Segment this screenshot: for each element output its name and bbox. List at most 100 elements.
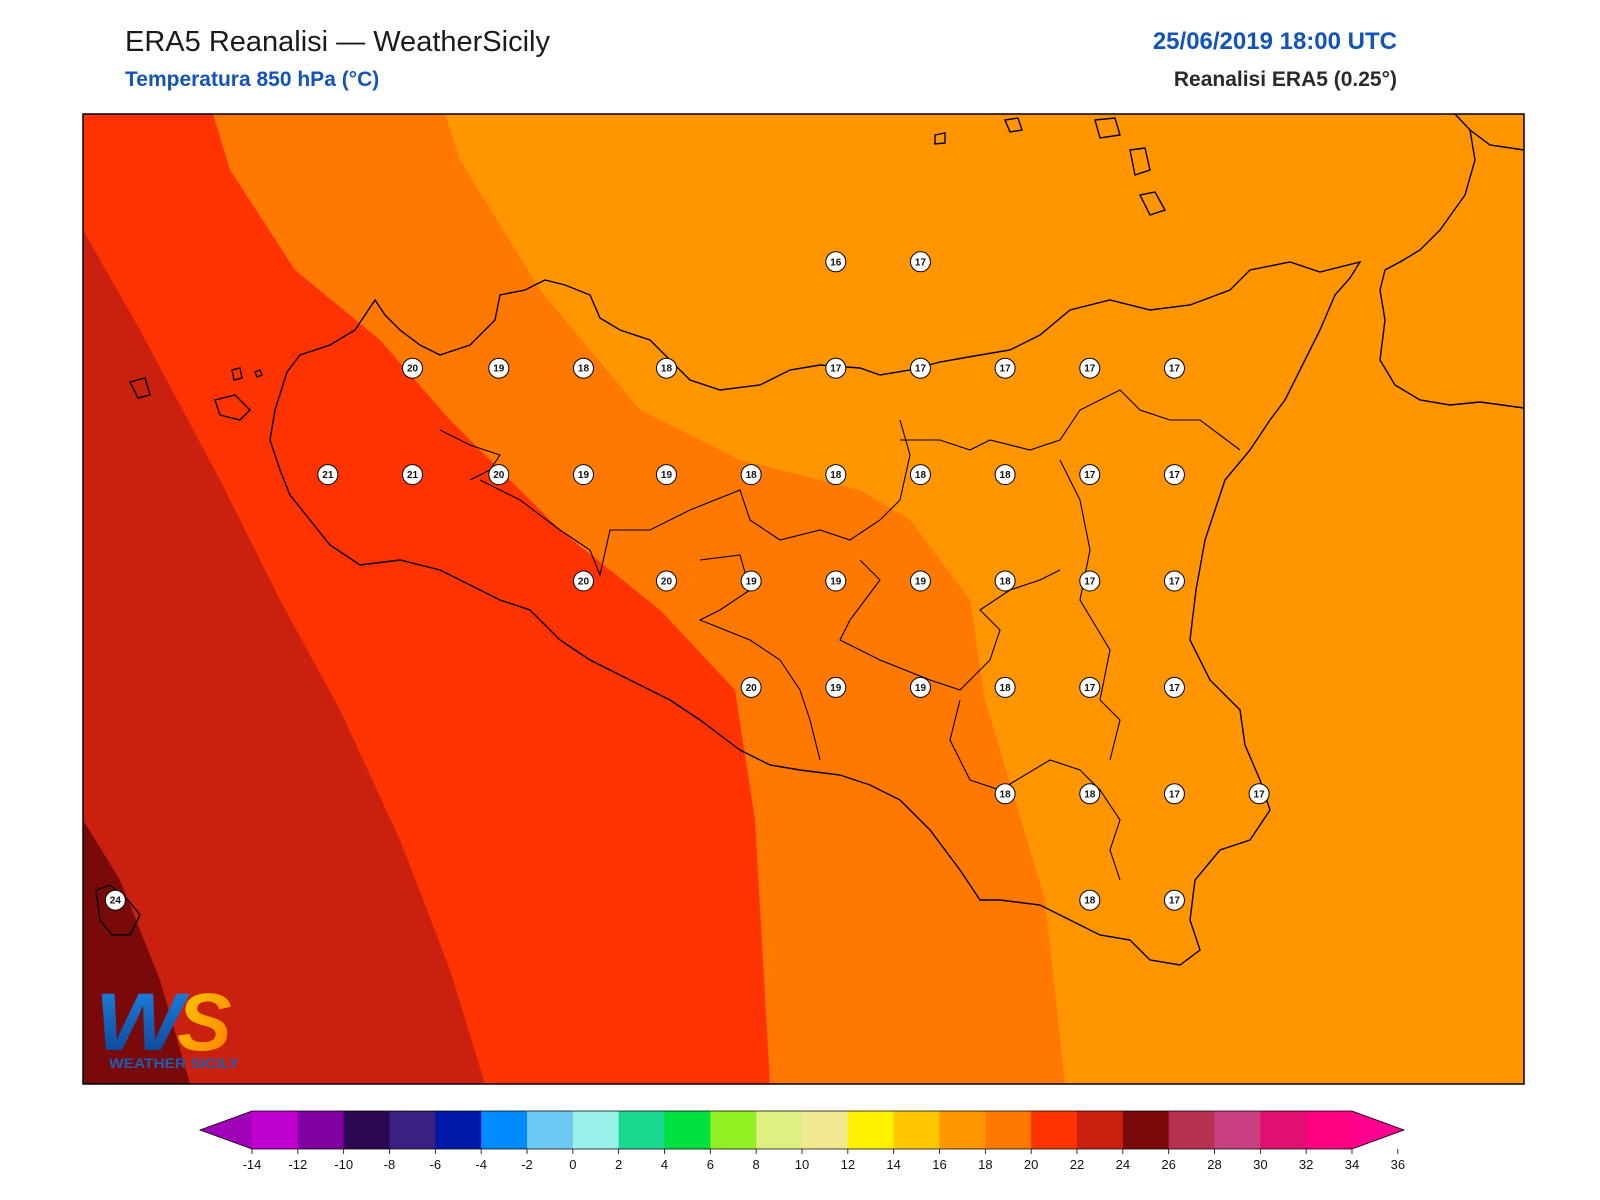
- logo-mark-w: W: [95, 977, 190, 1068]
- station-circle: [1079, 570, 1101, 592]
- station-marker: 17: [825, 357, 847, 379]
- map-frame: [82, 113, 1525, 1085]
- colorbar-tick-label: -10: [334, 1157, 353, 1172]
- colorbar-cell: [572, 1111, 620, 1149]
- egadi-islands: [128, 367, 251, 421]
- station-circle: [994, 783, 1016, 805]
- station-marker: 20: [402, 357, 423, 379]
- station-marker: 21: [317, 464, 339, 486]
- colorbar-tick-label: 22: [1070, 1157, 1084, 1172]
- colorbar-tick-label: 14: [886, 1157, 900, 1172]
- station-marker: 19: [909, 570, 931, 592]
- station-value: 17: [1169, 789, 1181, 800]
- station-value: 20: [493, 470, 505, 481]
- station-marker: 17: [1163, 570, 1185, 592]
- station-value: 17: [1084, 470, 1096, 481]
- station-marker: 19: [740, 570, 762, 592]
- station-value: 17: [1169, 470, 1181, 481]
- station-circle: [104, 889, 126, 911]
- station-marker: 17: [909, 357, 931, 379]
- station-marker: 17: [994, 357, 1016, 379]
- station-marker: 18: [994, 570, 1016, 592]
- station-marker: 17: [1163, 783, 1185, 805]
- station-circle: [1079, 889, 1101, 911]
- ustica-island: [254, 369, 263, 378]
- station-marker: 18: [994, 676, 1016, 698]
- station-value: 18: [1084, 789, 1096, 800]
- colorbar-cell: [893, 1111, 940, 1149]
- colorbar-tick-label: 20: [1024, 1157, 1038, 1172]
- colorbar-cell: [939, 1111, 986, 1149]
- station-circle: [825, 251, 847, 273]
- station-value: 17: [1084, 683, 1096, 694]
- station-value: 18: [1000, 470, 1012, 481]
- station-circle: [402, 464, 423, 486]
- colorbar-extend-high: [1352, 1111, 1404, 1149]
- station-value: 16: [830, 257, 842, 268]
- aeolian-islands: [934, 117, 1167, 216]
- station-marker: 16: [825, 251, 847, 273]
- station-circle: [994, 676, 1016, 698]
- station-value: 20: [746, 683, 758, 694]
- station-marker: 19: [655, 464, 677, 486]
- station-value: 18: [1000, 577, 1012, 588]
- colorbar-cell: [435, 1111, 482, 1149]
- colorbar-cell: [802, 1111, 849, 1149]
- station-marker: 20: [572, 570, 594, 592]
- colorbar-tick-label: 10: [795, 1157, 809, 1172]
- station-circle: [994, 357, 1016, 379]
- station-marker: 18: [994, 464, 1016, 486]
- valid-datetime: 25/06/2019 18:00 UTC: [1152, 28, 1397, 55]
- station-marker: 17: [1163, 676, 1185, 698]
- station-value: 19: [661, 470, 673, 481]
- station-marker: 17: [1079, 676, 1101, 698]
- station-marker: 20: [655, 570, 677, 592]
- station-value: 18: [1084, 896, 1096, 907]
- station-marker: 19: [825, 676, 847, 698]
- station-circle: [1163, 464, 1185, 486]
- station-circle: [1079, 676, 1101, 698]
- colorbar-cell: [1260, 1111, 1307, 1149]
- station-circle: [909, 357, 931, 379]
- calabria-coastline: [1379, 114, 1524, 409]
- station-marker: 17: [1079, 357, 1101, 379]
- station-value: 17: [1254, 789, 1266, 800]
- station-marker: 19: [909, 676, 931, 698]
- station-value: 18: [578, 364, 590, 375]
- colorbar-tick-label: -8: [384, 1157, 396, 1172]
- logo-mark-s: S: [177, 977, 232, 1068]
- station-circle: [655, 570, 677, 592]
- colorbar-cell: [1168, 1111, 1215, 1149]
- station-circle: [909, 251, 931, 273]
- weathersicily-logo: W S WEATHER SICILY: [95, 977, 240, 1071]
- station-circle: [909, 464, 931, 486]
- colorbar-tick-label: 28: [1207, 1157, 1221, 1172]
- station-marker: 18: [1079, 783, 1101, 805]
- station-circle: [1248, 783, 1270, 805]
- station-circle: [909, 676, 931, 698]
- station-value: 17: [1169, 577, 1181, 588]
- province-border-palermo-agrigento: [479, 419, 911, 577]
- station-value: 19: [746, 577, 758, 588]
- station-circle: [488, 357, 510, 379]
- colorbar-tick-label: 4: [661, 1157, 668, 1172]
- colorbar-cell: [664, 1111, 711, 1149]
- colorbar-cell: [481, 1111, 528, 1149]
- data-source: Reanalisi ERA5 (0.25°): [1173, 68, 1397, 91]
- colorbar-tick-label: -4: [475, 1157, 487, 1172]
- station-circle: [1163, 889, 1185, 911]
- station-circle: [825, 570, 847, 592]
- colorbar-cell: [847, 1111, 895, 1149]
- station-circle: [572, 357, 594, 379]
- station-circle: [572, 464, 594, 486]
- colorbar-tick-label: 16: [932, 1157, 946, 1172]
- colorbar-cell: [1077, 1111, 1124, 1149]
- map-title: ERA5 Reanalisi — WeatherSicily: [125, 26, 550, 58]
- station-marker: 18: [994, 783, 1016, 805]
- colorbar-cell: [252, 1111, 299, 1149]
- station-value: 19: [578, 470, 590, 481]
- station-circle: [825, 464, 847, 486]
- station-circle: [1163, 570, 1185, 592]
- station-value: 17: [915, 257, 927, 268]
